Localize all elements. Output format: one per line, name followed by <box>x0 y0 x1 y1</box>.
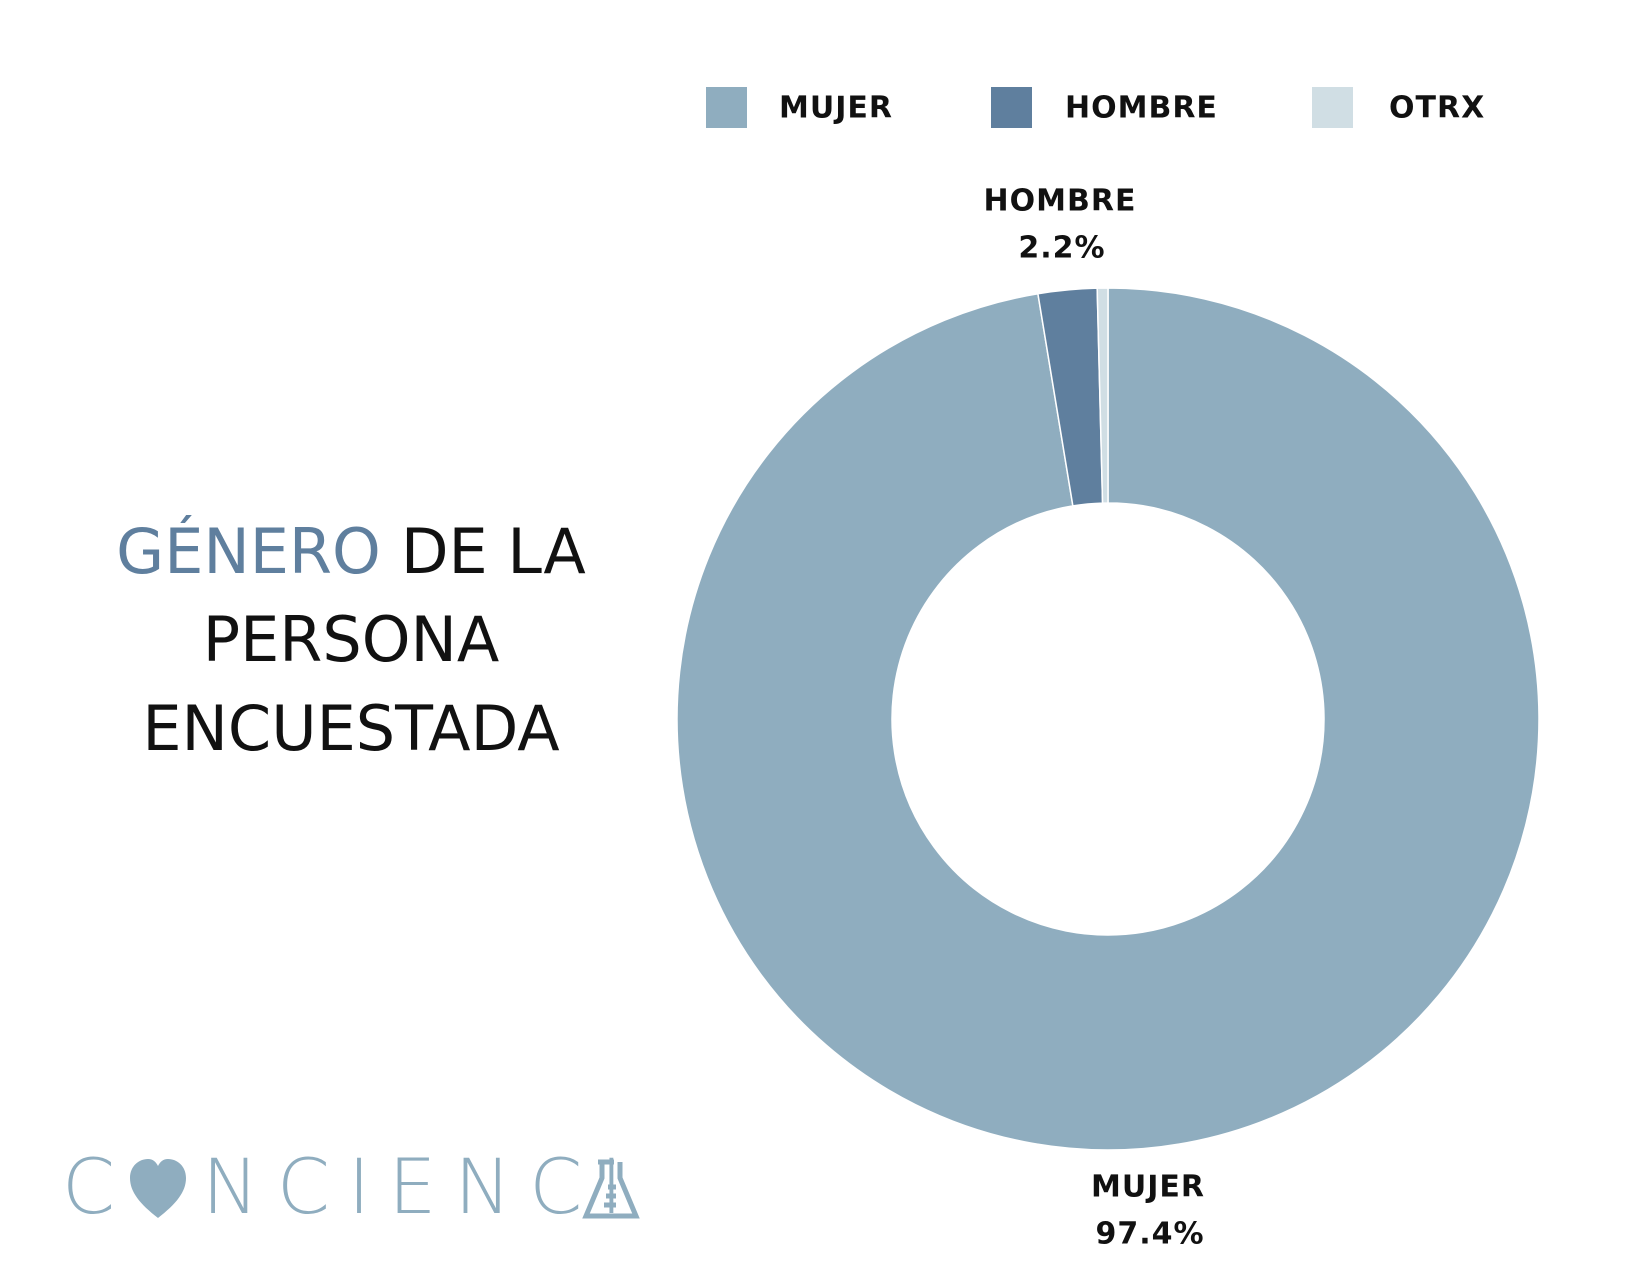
legend-swatch <box>706 87 747 128</box>
logo-text: C <box>62 1142 133 1231</box>
legend-label: HOMBRE <box>1065 91 1218 126</box>
donut-slice <box>676 287 1540 1151</box>
title-highlight: GÉNERO <box>116 515 381 588</box>
legend-swatch <box>991 87 1032 128</box>
chart-title: GÉNERO DE LA <box>116 515 586 588</box>
donut-slice <box>1096 287 1109 504</box>
logo-heart <box>130 1159 186 1218</box>
legend-swatch <box>1312 87 1353 128</box>
slice-label-value: 97.4% <box>1095 1217 1204 1252</box>
chart-title: ENCUESTADA <box>142 692 559 765</box>
title-part: DE LA <box>401 515 586 588</box>
logo: C NCIENCI <box>62 1142 641 1231</box>
slice-label-name: HOMBRE <box>984 184 1137 219</box>
legend-label: MUJER <box>779 91 893 126</box>
chart-title: PERSONA <box>203 603 500 676</box>
logo-flask <box>582 1159 640 1219</box>
legend-label: OTRX <box>1389 91 1485 126</box>
slice-label-value: 2.2% <box>1018 231 1105 266</box>
logo-text: NCIENCI <box>202 1142 641 1231</box>
slice-label-name: MUJER <box>1091 1170 1205 1205</box>
